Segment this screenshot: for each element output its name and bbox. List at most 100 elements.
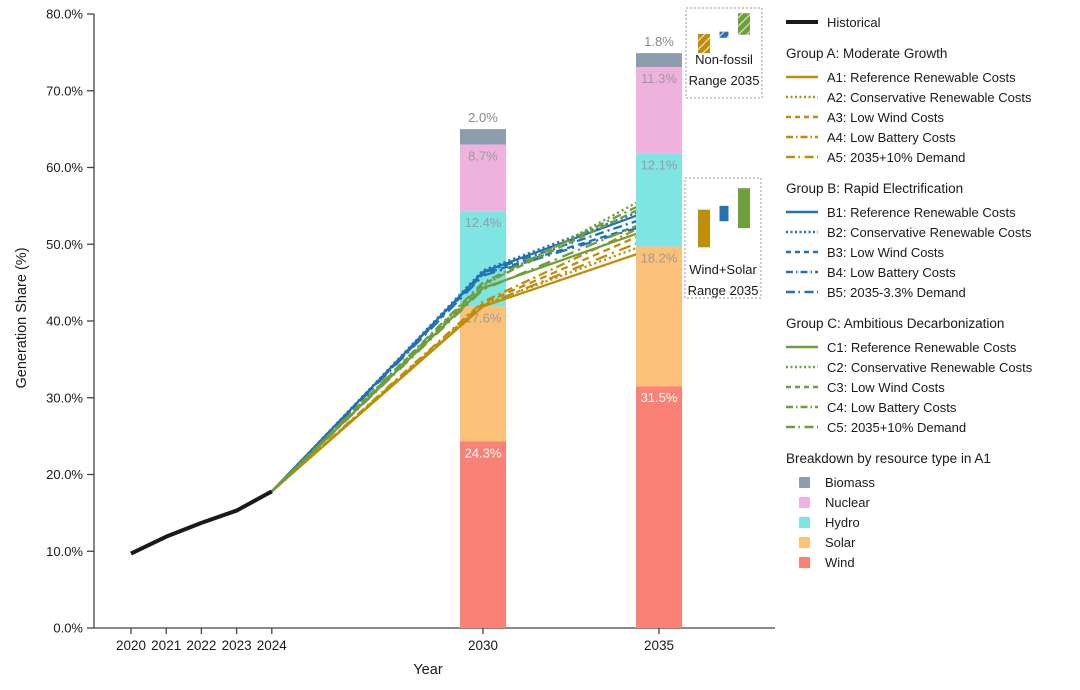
legend-item-a3: A3: Low Wind Costs [786,107,1078,127]
legend-item-c5-label: C5: 2035+10% Demand [827,419,967,435]
x-tick-label: 2030 [468,638,498,653]
legend-item-b1-label: B1: Reference Renewable Costs [827,204,1016,220]
legend-group-b-header: Group B: Rapid Electrification [786,181,964,196]
y-tick-label: 40.0% [46,314,83,329]
legend-item-a1-swatch [786,75,818,79]
legend-item-c3: C3: Low Wind Costs [786,377,1078,397]
range-box-label: Wind+Solar [689,262,757,277]
legend-item-b3: B3: Low Wind Costs [786,242,1078,262]
x-tick-label: 2022 [186,638,216,653]
legend-panel: Historical Group A: Moderate Growth A1: Re… [786,12,1078,572]
bar-segment-solar-2030 [460,306,506,442]
range-bar-hatch-a-0 [698,33,710,54]
bar-label-nuclear-2030: 8.7% [468,148,498,163]
legend-historical: Historical [786,12,1078,32]
bar-label-wind-2035: 31.5% [641,390,678,405]
y-tick-label: 30.0% [46,390,83,405]
legend-item-b2-label: B2: Conservative Renewable Costs [827,224,1032,240]
legend-item-b1-swatch [786,210,818,214]
legend-item-a4-swatch [786,135,818,139]
legend-resource-wind: Wind [786,552,1078,572]
legend-item-b2-swatch [786,230,818,234]
scenario-line-a5 [271,233,660,493]
legend-item-c4-swatch [786,405,818,409]
legend-resource-hydro: Hydro [786,512,1078,532]
scenario-line-c4 [270,194,660,493]
chart-area: 0.0% 10.0% 20.0% 30.0% 40.0% 50.0% 60.0% 70.0% 8… [46,7,775,653]
legend-resource-biomass: Biomass [786,472,1078,492]
legend-item-b4-label: B4: Low Battery Costs [827,264,956,280]
y-tick-label: 20.0% [46,467,83,482]
legend-item-c5: C5: 2035+10% Demand [786,417,1078,437]
bar-label-solar-2035: 18.2% [641,251,678,266]
x-tick-label: 2024 [257,638,288,653]
legend-item-c1: C1: Reference Renewable Costs [786,337,1078,357]
legend-item-a2-label: A2: Conservative Renewable Costs [827,89,1032,105]
range-box-label: Non-fossil [695,52,753,67]
legend-item-a2-swatch [786,95,818,99]
legend-item-c3-swatch [786,385,818,389]
legend-group-a-header: Group A: Moderate Growth [786,46,948,61]
legend-swatch-solar [799,536,810,548]
legend-item-a5: A5: 2035+10% Demand [786,147,1078,167]
legend-item-b1: B1: Reference Renewable Costs [786,202,1078,222]
range-box-label: Range 2035 [688,283,759,298]
legend-item-b4-swatch [786,270,818,274]
y-tick-label: 0.0% [53,621,83,636]
range-box-label: Range 2035 [689,73,760,88]
range-bar-b-1 [719,205,729,222]
legend-item-c1-label: C1: Reference Renewable Costs [827,339,1017,355]
legend-item-c2-swatch [786,365,818,369]
bar-segment-wind-2035 [636,386,682,628]
x-tick-label: 2023 [222,638,252,653]
x-tick-label: 2021 [151,638,181,653]
y-tick-label: 50.0% [46,237,83,252]
x-tick-label: 2020 [116,638,146,653]
legend-group-c-header: Group C: Ambitious Decarbonization [786,316,1005,331]
legend-item-a4-label: A4: Low Battery Costs [827,129,956,145]
legend-item-c4-label: C4: Low Battery Costs [827,399,957,415]
legend-item-c1-swatch [786,345,818,349]
legend-item-a4: A4: Low Battery Costs [786,127,1078,147]
historical-line [130,489,273,556]
legend-item-c2-label: C2: Conservative Renewable Costs [827,359,1033,375]
legend-resource-solar: Solar [786,532,1078,552]
legend-swatch-biomass [799,476,810,488]
legend-historical-label: Historical [827,14,881,30]
legend-swatch-hydro [799,516,810,528]
legend-item-a1: A1: Reference Renewable Costs [786,67,1078,87]
range-bar-hatch-b-0 [719,31,729,38]
legend-resource-nuclear: Nuclear [786,492,1078,512]
bar-segment-biomass-2035 [636,53,682,67]
scenario-line-a4 [271,217,660,493]
legend-item-b5: B5: 2035-3.3% Demand [786,282,1078,302]
range-bar-hatch-c-0 [738,13,750,35]
legend-item-c3-label: C3: Low Wind Costs [827,379,945,395]
legend-resource-label: Nuclear [825,494,870,510]
y-tick-label: 70.0% [46,83,83,98]
bar-label-hydro-2035: 12.1% [641,158,678,173]
legend-breakdown-header: Breakdown by resource type in A1 [786,451,991,466]
bar-segment-nuclear-2035 [636,66,682,154]
legend-resource-label: Solar [825,534,856,550]
legend-item-b2: B2: Conservative Renewable Costs [786,222,1078,242]
x-axis-label: Year [413,662,443,678]
bar-segment-wind-2030 [460,441,506,628]
y-tick-label: 10.0% [46,544,83,559]
legend-item-b5-label: B5: 2035-3.3% Demand [827,284,966,300]
bar-label-nuclear-2035: 11.3% [641,71,677,86]
bar-label-hydro-2030: 12.4% [465,215,502,230]
bar-segment-solar-2035 [636,246,682,387]
bar-segment-biomass-2030 [460,129,506,145]
range-bar-c-1 [738,188,750,229]
legend-item-b4: B4: Low Battery Costs [786,262,1078,282]
legend-item-a1-label: A1: Reference Renewable Costs [827,69,1016,85]
bar-segment-nuclear-2030 [460,144,506,212]
legend-item-c4: C4: Low Battery Costs [786,397,1078,417]
legend-item-a5-swatch [786,155,818,159]
legend-item-c5-swatch [786,425,818,429]
y-axis-label: Generation Share (%) [14,247,30,389]
bar-label-biomass-2030: 2.0% [468,110,498,125]
legend-item-a3-label: A3: Low Wind Costs [827,109,945,125]
